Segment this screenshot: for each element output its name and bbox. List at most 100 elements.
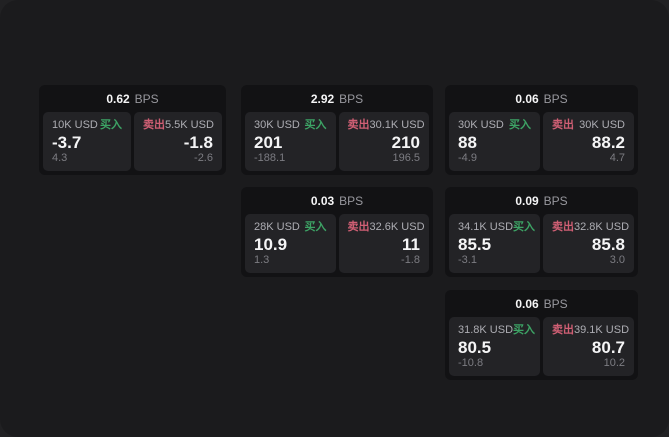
sell-pnl: -1.8 <box>401 254 420 266</box>
bps-unit-label: BPS <box>543 296 568 311</box>
sell-panel-header: 卖出 30.1K USD <box>347 119 425 131</box>
quote-card: 0.06 BPS 30K USD 买入 88 -4.9 卖出 30K USD 8… <box>445 85 638 175</box>
sell-tag: 卖出 <box>552 324 574 336</box>
buy-tag: 买入 <box>513 221 536 233</box>
sell-notional: 32.8K USD <box>574 221 630 233</box>
quote-card-body: 30K USD 买入 201 -188.1 卖出 30.1K USD 210 1… <box>245 112 429 171</box>
sell-tag: 卖出 <box>552 221 574 233</box>
quote-card: 0.03 BPS 28K USD 买入 10.9 1.3 卖出 32.6K US… <box>241 187 433 277</box>
sell-price: -1.8 <box>183 132 213 152</box>
sell-notional: 30K USD <box>579 119 625 131</box>
bps-value: 0.06 <box>515 91 539 106</box>
buy-notional: 34.1K USD <box>458 221 514 233</box>
buy-notional: 28K USD <box>254 221 300 233</box>
bps-header: 2.92 BPS <box>245 85 429 112</box>
bps-value: 0.03 <box>310 193 335 208</box>
buy-tag: 买入 <box>304 119 327 131</box>
quote-card: 0.06 BPS 31.8K USD 买入 80.5 -10.8 卖出 39.1… <box>445 290 638 380</box>
buy-pnl: 4.3 <box>52 152 68 164</box>
buy-quote-panel[interactable]: 30K USD 买入 201 -188.1 <box>245 112 336 171</box>
buy-tag: 买入 <box>100 119 122 131</box>
sell-notional: 39.1K USD <box>574 324 630 336</box>
buy-quote-panel[interactable]: 31.8K USD 买入 80.5 -10.8 <box>449 317 540 376</box>
sell-price: 85.8 <box>591 234 625 254</box>
bps-value: 0.09 <box>515 193 539 208</box>
sell-panel-header: 卖出 30K USD <box>552 119 625 131</box>
buy-price: -3.7 <box>52 132 82 152</box>
buy-price: 201 <box>254 132 283 152</box>
buy-notional: 31.8K USD <box>458 324 514 336</box>
sell-price: 88.2 <box>591 132 625 152</box>
sell-pnl: 3.0 <box>609 254 625 266</box>
sell-quote-panel[interactable]: 卖出 32.8K USD 85.8 3.0 <box>543 214 634 273</box>
quote-card-body: 34.1K USD 买入 85.5 -3.1 卖出 32.8K USD 85.8… <box>449 214 634 273</box>
buy-quote-panel[interactable]: 28K USD 买入 10.9 1.3 <box>245 214 336 273</box>
sell-panel-header: 卖出 5.5K USD <box>143 119 214 131</box>
sell-tag: 卖出 <box>347 119 370 131</box>
buy-panel-header: 30K USD 买入 <box>254 119 327 131</box>
buy-notional: 30K USD <box>458 119 504 131</box>
bps-header: 0.62 BPS <box>43 85 222 112</box>
sell-quote-panel[interactable]: 卖出 39.1K USD 80.7 10.2 <box>543 317 634 376</box>
bps-unit-label: BPS <box>339 91 364 106</box>
buy-quote-panel[interactable]: 10K USD 买入 -3.7 4.3 <box>43 112 131 171</box>
buy-panel-header: 31.8K USD 买入 <box>458 324 535 336</box>
buy-tag: 买入 <box>509 119 531 131</box>
buy-notional: 30K USD <box>254 119 300 131</box>
bps-unit-label: BPS <box>543 91 568 106</box>
buy-quote-panel[interactable]: 34.1K USD 买入 85.5 -3.1 <box>449 214 540 273</box>
buy-panel-header: 34.1K USD 买入 <box>458 221 535 233</box>
bps-value: 0.06 <box>515 296 539 311</box>
sell-quote-panel[interactable]: 卖出 32.6K USD 11 -1.8 <box>338 214 429 273</box>
sell-panel-header: 卖出 39.1K USD <box>552 324 629 336</box>
quote-card-body: 10K USD 买入 -3.7 4.3 卖出 5.5K USD -1.8 -2.… <box>43 112 222 171</box>
quote-card: 2.92 BPS 30K USD 买入 201 -188.1 卖出 30.1K … <box>241 85 433 175</box>
bps-header: 0.09 BPS <box>449 187 634 214</box>
bps-header: 0.03 BPS <box>245 187 429 214</box>
quote-card-body: 28K USD 买入 10.9 1.3 卖出 32.6K USD 11 -1.8 <box>245 214 429 273</box>
bps-value: 2.92 <box>310 91 335 106</box>
sell-price: 80.7 <box>591 337 625 357</box>
buy-panel-header: 28K USD 买入 <box>254 221 327 233</box>
sell-quote-panel[interactable]: 卖出 30K USD 88.2 4.7 <box>543 112 634 171</box>
sell-panel-header: 卖出 32.8K USD <box>552 221 629 233</box>
quote-card-body: 30K USD 买入 88 -4.9 卖出 30K USD 88.2 4.7 <box>449 112 634 171</box>
sell-tag: 卖出 <box>347 221 370 233</box>
sell-pnl: 10.2 <box>603 357 625 369</box>
bps-unit-label: BPS <box>134 91 159 106</box>
sell-pnl: -2.6 <box>194 152 213 164</box>
buy-quote-panel[interactable]: 30K USD 买入 88 -4.9 <box>449 112 540 171</box>
sell-notional: 30.1K USD <box>369 119 425 131</box>
sell-notional: 32.6K USD <box>369 221 425 233</box>
bps-header: 0.06 BPS <box>449 85 634 112</box>
buy-price: 10.9 <box>254 234 288 254</box>
quote-card: 0.09 BPS 34.1K USD 买入 85.5 -3.1 卖出 32.8K… <box>445 187 638 277</box>
buy-tag: 买入 <box>513 324 536 336</box>
sell-notional: 5.5K USD <box>165 119 214 131</box>
buy-tag: 买入 <box>304 221 327 233</box>
sell-pnl: 4.7 <box>609 152 625 164</box>
sell-price: 11 <box>402 234 420 254</box>
buy-panel-header: 10K USD 买入 <box>52 119 122 131</box>
sell-pnl: 196.5 <box>392 152 420 164</box>
buy-pnl: -3.1 <box>458 254 477 266</box>
buy-pnl: -10.8 <box>458 357 484 369</box>
sell-quote-panel[interactable]: 卖出 5.5K USD -1.8 -2.6 <box>134 112 222 171</box>
bps-header: 0.06 BPS <box>449 290 634 317</box>
bps-value: 0.62 <box>106 91 130 106</box>
buy-price: 88 <box>458 132 477 152</box>
buy-notional: 10K USD <box>52 119 98 131</box>
sell-tag: 卖出 <box>143 119 165 131</box>
buy-price: 80.5 <box>458 337 492 357</box>
bps-unit-label: BPS <box>339 193 364 208</box>
buy-panel-header: 30K USD 买入 <box>458 119 531 131</box>
quote-card: 0.62 BPS 10K USD 买入 -3.7 4.3 卖出 5.5K USD… <box>39 85 226 175</box>
sell-quote-panel[interactable]: 卖出 30.1K USD 210 196.5 <box>338 112 429 171</box>
buy-price: 85.5 <box>458 234 492 254</box>
sell-panel-header: 卖出 32.6K USD <box>347 221 425 233</box>
buy-pnl: -188.1 <box>254 152 286 164</box>
quote-card-body: 31.8K USD 买入 80.5 -10.8 卖出 39.1K USD 80.… <box>449 317 634 376</box>
buy-pnl: 1.3 <box>254 254 270 266</box>
